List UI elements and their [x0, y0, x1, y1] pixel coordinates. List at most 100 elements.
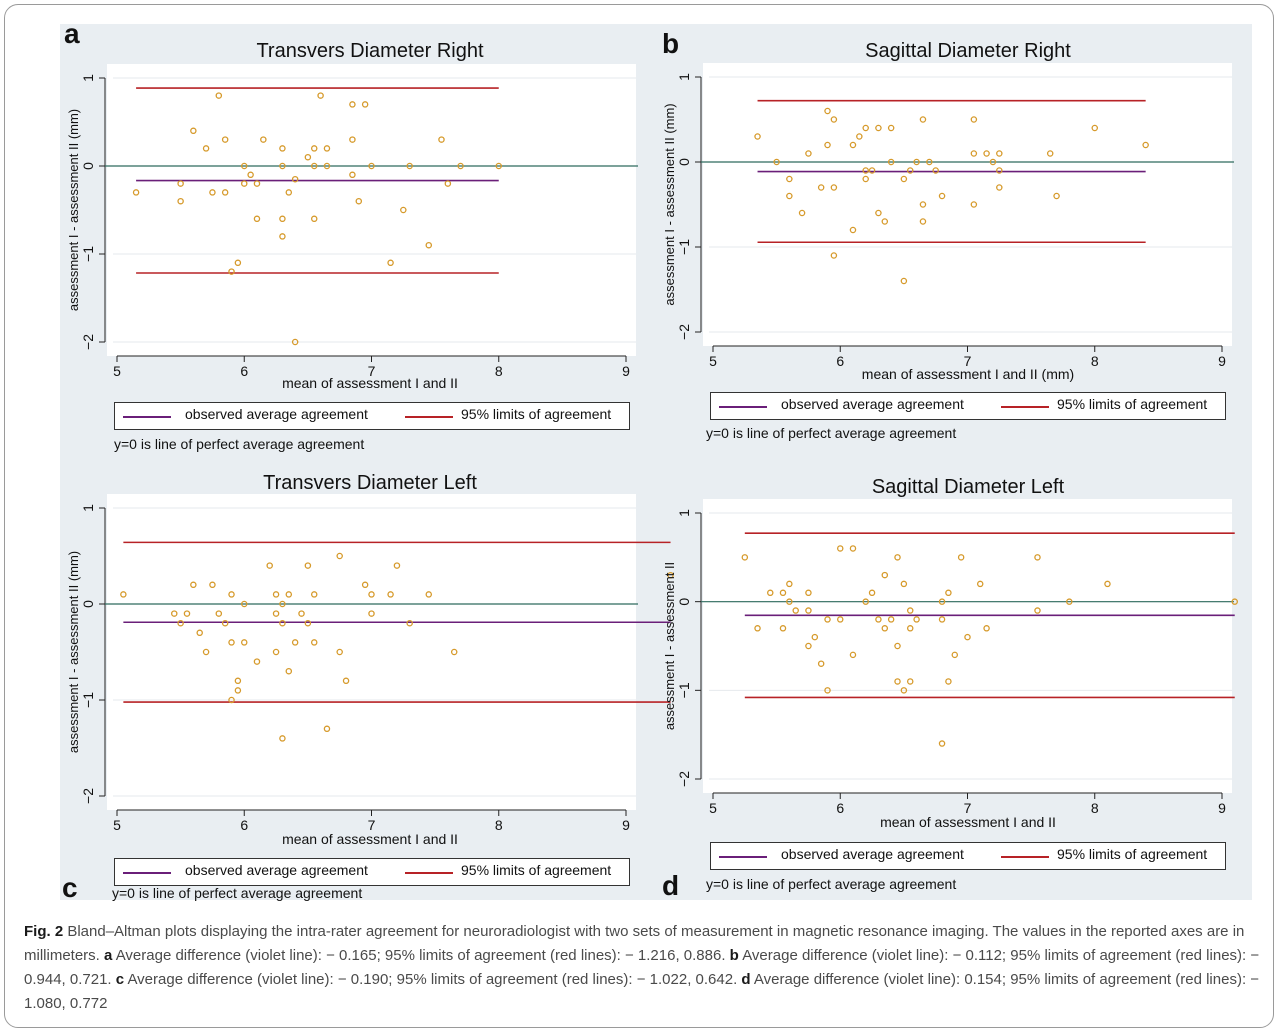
legend-limits-line — [405, 416, 453, 418]
legend-mean-label: observed average agreement — [185, 406, 368, 422]
data-point — [1034, 554, 1041, 561]
legend-limits-label: 95% limits of agreement — [1057, 396, 1208, 412]
data-point — [234, 259, 242, 267]
data-point — [272, 648, 280, 656]
data-point — [754, 625, 761, 632]
data-point — [406, 162, 413, 170]
data-point — [983, 150, 990, 157]
note-b: y=0 is line of perfect average agreement — [706, 425, 957, 441]
data-point — [291, 175, 299, 183]
legend-b: observed average agreement 95% limits of… — [710, 392, 1226, 420]
data-point — [323, 145, 331, 152]
data-point — [177, 619, 184, 627]
x-tick-label: 6 — [836, 800, 844, 816]
data-point — [862, 124, 869, 132]
data-point — [202, 648, 210, 656]
data-point — [279, 145, 286, 152]
legend-limits-label: 95% limits of agreement — [461, 862, 612, 878]
data-point — [336, 648, 343, 656]
data-point — [349, 101, 356, 108]
caption-d-text: Average difference (violet line): 0.154;… — [24, 971, 1260, 1012]
data-point — [310, 215, 318, 223]
data-point — [875, 616, 882, 623]
y-tick-label: 1 — [80, 74, 96, 82]
data-point — [824, 141, 831, 149]
data-point — [304, 153, 312, 161]
data-point — [913, 616, 920, 623]
data-point — [285, 667, 293, 675]
data-point — [786, 580, 793, 588]
y-tick-label: −2 — [80, 788, 96, 804]
data-point — [425, 591, 433, 598]
data-point — [310, 145, 318, 152]
plot-area — [107, 494, 636, 810]
data-point — [881, 218, 889, 225]
legend-mean-label: observed average agreement — [781, 846, 964, 862]
data-point — [190, 127, 197, 135]
data-point — [279, 215, 286, 223]
data-point — [830, 116, 838, 123]
data-point — [830, 184, 838, 191]
panel-letter-c: c — [62, 872, 78, 903]
data-point — [291, 639, 299, 646]
panel-letter-d: d — [662, 870, 680, 901]
data-point — [970, 150, 978, 157]
data-point — [120, 591, 127, 598]
y-axis-label: assessment I - assessment II — [662, 562, 677, 730]
data-point — [240, 600, 248, 608]
data-point — [938, 740, 946, 747]
data-point — [919, 116, 927, 123]
y-tick-label: 0 — [676, 598, 692, 606]
data-point — [279, 162, 286, 170]
data-point — [266, 562, 273, 569]
legend-mean-label: observed average agreement — [185, 862, 368, 878]
chart-title: Sagittal Diameter Left — [872, 476, 1065, 498]
data-point — [425, 241, 433, 249]
y-tick-label: 0 — [676, 158, 692, 166]
data-point — [1091, 124, 1098, 132]
data-point — [906, 625, 914, 632]
y-tick-label: −2 — [80, 334, 96, 350]
data-point — [221, 619, 229, 627]
data-point — [824, 616, 831, 623]
data-point — [900, 277, 908, 285]
x-tick-label: 6 — [240, 817, 248, 833]
x-axis-label: mean of assessment I and II — [282, 831, 458, 847]
data-point — [279, 600, 286, 608]
data-point — [913, 158, 920, 166]
plot-d: 1 0 −1 −2 5 6 7 8 9 Sagittal Diameter Left mean of… — [662, 476, 1238, 830]
x-tick-label: 9 — [1218, 800, 1226, 816]
data-point — [438, 136, 445, 143]
data-point — [667, 571, 674, 579]
y-tick-label: 1 — [676, 73, 692, 81]
data-point — [240, 639, 248, 646]
data-point — [970, 116, 978, 123]
caption-c-text: Average difference (violet line): − 0.19… — [127, 971, 738, 988]
data-point — [310, 591, 318, 598]
data-point — [393, 562, 401, 569]
data-point — [741, 554, 749, 561]
x-tick-label: 8 — [1091, 353, 1099, 369]
y-tick-label: 1 — [676, 509, 692, 517]
data-point — [805, 589, 812, 597]
y-axis-label: assessment I - assessment II (mm) — [66, 551, 81, 753]
data-point — [272, 610, 280, 617]
data-point — [773, 158, 780, 166]
data-point — [310, 639, 318, 646]
x-tick-label: 8 — [1091, 800, 1099, 816]
data-point — [881, 625, 889, 632]
data-point — [767, 589, 774, 597]
caption-a-text: Average difference (violet line): − 0.16… — [115, 947, 726, 964]
data-point — [177, 180, 184, 187]
data-point — [368, 591, 375, 598]
x-tick-label: 9 — [1218, 353, 1226, 369]
x-tick-label: 7 — [964, 353, 972, 369]
data-point — [945, 589, 952, 597]
data-point — [926, 158, 933, 166]
data-point — [234, 687, 242, 694]
data-point — [945, 678, 952, 685]
data-point — [779, 589, 787, 597]
data-point — [400, 206, 407, 214]
plot-area — [107, 64, 636, 356]
note-d: y=0 is line of perfect average agreement — [706, 876, 957, 892]
